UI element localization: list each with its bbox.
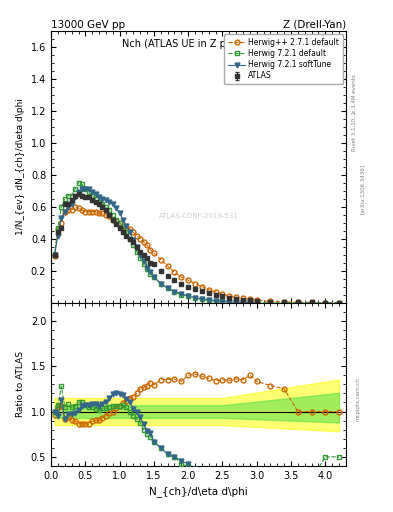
Herwig 7.2.1 softTune xyxy=(206,297,211,303)
Herwig++ 2.7.1 default xyxy=(73,204,77,210)
Herwig 7.2.1 default xyxy=(110,211,115,218)
Herwig 7.2.1 default xyxy=(282,300,286,306)
Herwig 7.2.1 softTune xyxy=(69,201,74,207)
Herwig 7.2.1 softTune xyxy=(134,244,139,250)
Herwig++ 2.7.1 default xyxy=(110,217,115,223)
Herwig 7.2.1 softTune xyxy=(193,295,197,301)
Herwig 7.2.1 softTune xyxy=(128,229,132,236)
Text: [arXiv:1306.3436]: [arXiv:1306.3436] xyxy=(360,164,365,215)
Herwig 7.2.1 softTune xyxy=(104,197,108,203)
Herwig++ 2.7.1 default xyxy=(206,287,211,293)
Text: Nch (ATLAS UE in Z production): Nch (ATLAS UE in Z production) xyxy=(121,39,275,49)
X-axis label: N_{ch}/d\eta d\phi: N_{ch}/d\eta d\phi xyxy=(149,486,248,497)
Line: Herwig++ 2.7.1 default: Herwig++ 2.7.1 default xyxy=(52,204,342,305)
Herwig 7.2.1 softTune xyxy=(66,204,71,210)
Herwig 7.2.1 softTune xyxy=(114,205,119,211)
Text: 13000 GeV pp: 13000 GeV pp xyxy=(51,20,125,30)
Herwig 7.2.1 softTune xyxy=(241,300,245,306)
Herwig 7.2.1 softTune xyxy=(254,300,259,306)
Herwig 7.2.1 softTune xyxy=(100,196,105,202)
Text: ATLAS-CONF-2019-531: ATLAS-CONF-2019-531 xyxy=(159,212,238,219)
Herwig 7.2.1 softTune xyxy=(107,199,112,205)
Herwig 7.2.1 softTune xyxy=(83,186,88,192)
Herwig 7.2.1 default xyxy=(186,293,191,300)
Herwig 7.2.1 softTune xyxy=(248,300,252,306)
Herwig 7.2.1 default xyxy=(76,180,81,186)
Text: Rivet 3.1.10, ≥ 3.4M events: Rivet 3.1.10, ≥ 3.4M events xyxy=(352,74,357,151)
Herwig 7.2.1 softTune xyxy=(165,285,170,291)
Herwig 7.2.1 softTune xyxy=(90,189,95,196)
Herwig++ 2.7.1 default xyxy=(93,208,98,215)
Herwig++ 2.7.1 default xyxy=(323,300,328,306)
Text: mcplots.cern.ch: mcplots.cern.ch xyxy=(356,377,361,421)
Herwig++ 2.7.1 default xyxy=(309,300,314,306)
Herwig++ 2.7.1 default xyxy=(52,253,57,260)
Legend: Herwig++ 2.7.1 default, Herwig 7.2.1 default, Herwig 7.2.1 softTune, ATLAS: Herwig++ 2.7.1 default, Herwig 7.2.1 def… xyxy=(224,34,343,84)
Herwig 7.2.1 softTune xyxy=(172,288,177,294)
Herwig 7.2.1 softTune xyxy=(152,274,156,280)
Herwig 7.2.1 softTune xyxy=(220,298,225,305)
Herwig++ 2.7.1 default xyxy=(337,300,342,306)
Herwig 7.2.1 softTune xyxy=(124,223,129,229)
Herwig 7.2.1 default xyxy=(93,196,98,202)
Herwig 7.2.1 softTune xyxy=(148,269,153,275)
Herwig 7.2.1 softTune xyxy=(179,291,184,297)
Herwig 7.2.1 softTune xyxy=(97,194,101,200)
Herwig 7.2.1 default xyxy=(337,300,342,306)
Herwig 7.2.1 softTune xyxy=(200,296,204,302)
Herwig++ 2.7.1 default xyxy=(107,214,112,220)
Herwig 7.2.1 softTune xyxy=(110,201,115,207)
Herwig 7.2.1 softTune xyxy=(138,252,143,258)
Herwig 7.2.1 softTune xyxy=(141,258,146,264)
Herwig++ 2.7.1 default xyxy=(186,278,191,284)
Herwig 7.2.1 default xyxy=(323,300,328,306)
Herwig 7.2.1 softTune xyxy=(227,299,231,305)
Herwig 7.2.1 softTune xyxy=(234,299,239,305)
Herwig 7.2.1 softTune xyxy=(158,281,163,287)
Herwig 7.2.1 default xyxy=(107,207,112,213)
Herwig 7.2.1 default xyxy=(206,297,211,303)
Herwig 7.2.1 softTune xyxy=(86,186,91,192)
Herwig 7.2.1 softTune xyxy=(121,217,125,223)
Herwig 7.2.1 softTune xyxy=(73,194,77,200)
Herwig 7.2.1 softTune xyxy=(93,191,98,197)
Text: Z (Drell-Yan): Z (Drell-Yan) xyxy=(283,20,346,30)
Herwig 7.2.1 softTune xyxy=(52,252,57,258)
Herwig 7.2.1 softTune xyxy=(76,189,81,196)
Herwig 7.2.1 softTune xyxy=(79,186,84,192)
Herwig 7.2.1 softTune xyxy=(145,265,149,271)
Herwig 7.2.1 softTune xyxy=(131,237,136,243)
Herwig 7.2.1 default xyxy=(52,252,57,258)
Line: Herwig 7.2.1 softTune: Herwig 7.2.1 softTune xyxy=(52,187,259,305)
Line: Herwig 7.2.1 default: Herwig 7.2.1 default xyxy=(52,180,342,305)
Y-axis label: 1/N_{ev} dN_{ch}/d\eta d\phi: 1/N_{ev} dN_{ch}/d\eta d\phi xyxy=(16,98,25,235)
Herwig 7.2.1 softTune xyxy=(213,298,218,304)
Herwig 7.2.1 softTune xyxy=(62,208,67,215)
Y-axis label: Ratio to ATLAS: Ratio to ATLAS xyxy=(16,351,25,417)
Herwig 7.2.1 softTune xyxy=(55,232,60,239)
Herwig 7.2.1 softTune xyxy=(117,210,122,216)
Herwig 7.2.1 softTune xyxy=(59,215,64,221)
Herwig 7.2.1 softTune xyxy=(186,293,191,299)
